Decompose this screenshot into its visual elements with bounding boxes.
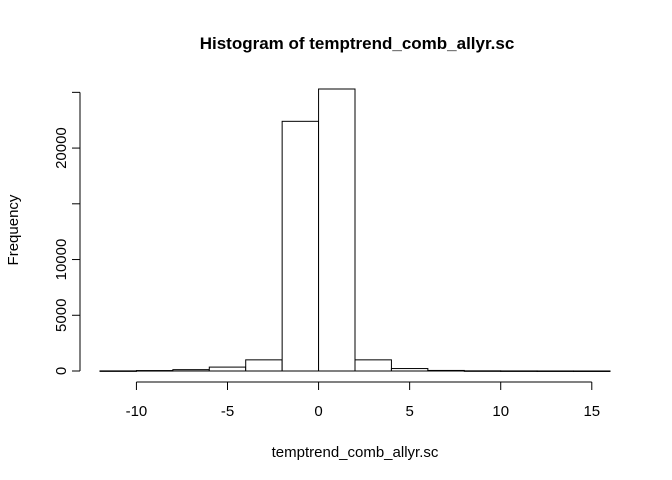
x-tick-label: 10: [492, 403, 509, 420]
y-tick-label: 0: [53, 367, 70, 375]
histogram-bar: [463, 370, 502, 372]
x-tick-label: 5: [405, 403, 413, 420]
histogram-bar: [500, 370, 538, 372]
x-axis: -10 -5 0 5 10 15: [126, 381, 600, 420]
bars-group: [99, 88, 611, 372]
histogram-bar: [281, 120, 320, 372]
x-tick-label: -10: [126, 403, 148, 420]
x-tick-label: 15: [583, 403, 600, 420]
y-tick-label: 20000: [53, 127, 70, 169]
histogram-bar: [573, 370, 611, 372]
histogram-bar: [135, 370, 174, 372]
y-axis-label: Frequency: [5, 194, 22, 265]
histogram-bar: [208, 366, 247, 372]
x-axis-label: temptrend_comb_allyr.sc: [272, 444, 439, 461]
y-axis: 0 5000 10000 20000: [53, 91, 81, 375]
histogram-bar: [99, 370, 137, 372]
histogram-bar: [172, 369, 210, 372]
histogram-bar: [427, 369, 465, 372]
x-tick-label: -5: [221, 403, 234, 420]
histogram-bar: [318, 88, 356, 372]
histogram-bar: [390, 368, 429, 372]
y-tick-label: 5000: [53, 299, 70, 332]
histogram-bar: [245, 359, 283, 372]
histogram-bar: [536, 370, 575, 372]
y-tick-label: 10000: [53, 239, 70, 281]
chart-title: Histogram of temptrend_comb_allyr.sc: [200, 34, 515, 53]
x-tick-label: 0: [314, 403, 322, 420]
histogram-bar: [354, 359, 392, 372]
